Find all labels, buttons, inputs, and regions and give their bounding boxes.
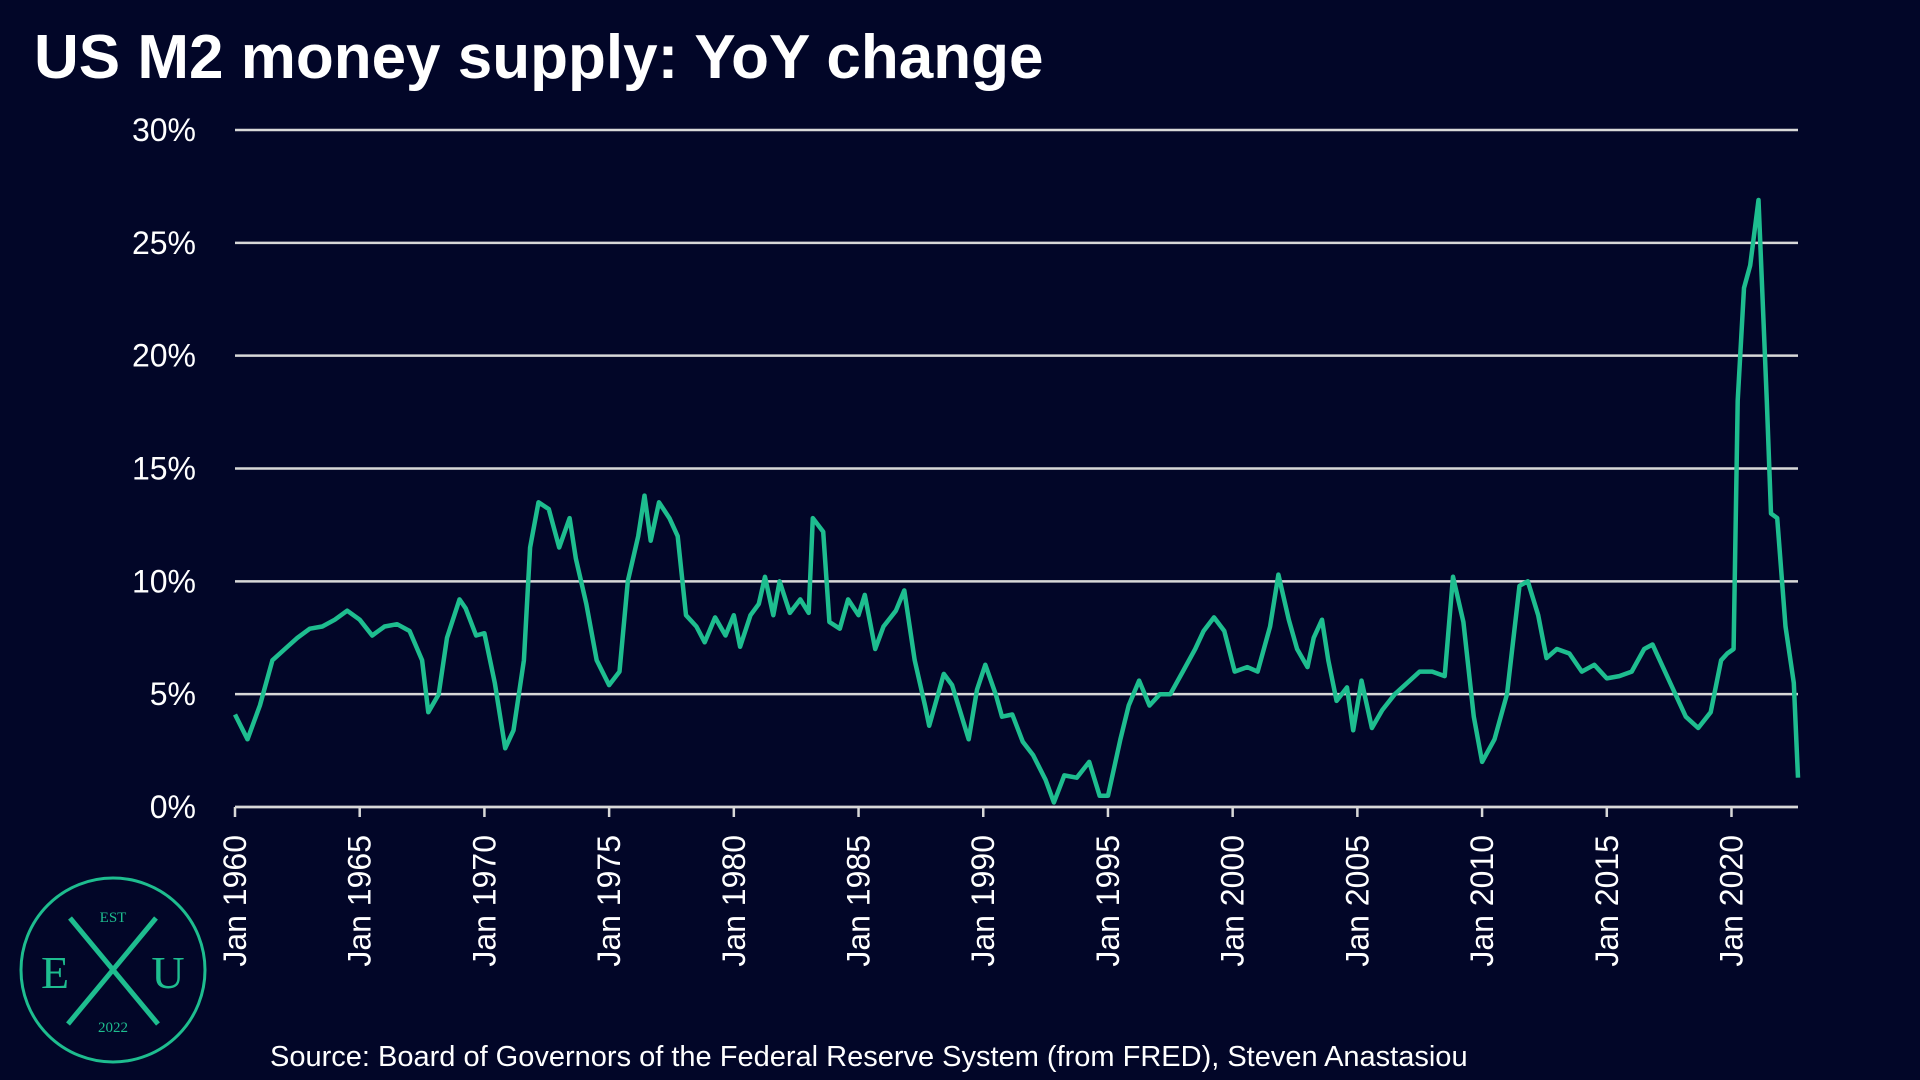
x-tick-label: Jan 2015 [1589,835,1625,967]
logo-text: E [41,947,69,998]
chart-title: US M2 money supply: YoY change [34,23,1043,92]
x-tick-label: Jan 1980 [716,835,752,967]
x-tick-label: Jan 2005 [1339,835,1375,967]
x-tick-label: Jan 1990 [965,835,1001,967]
y-tick-label: 30% [132,112,196,148]
y-tick-label: 0% [150,789,196,825]
y-tick-label: 10% [132,563,196,599]
x-tick-label: Jan 1995 [1090,835,1126,967]
logo-text: U [151,947,184,998]
x-tick-label: Jan 2010 [1464,835,1500,967]
x-tick-label: Jan 1985 [841,835,877,967]
logo: EST E U 2022 [19,876,207,1064]
x-tick-label: Jan 1960 [217,835,253,967]
y-tick-label: 5% [150,676,196,712]
y-tick-label: 25% [132,225,196,261]
x-tick-label: Jan 1970 [466,835,502,967]
data-line [232,197,1801,805]
y-tick-label: 20% [132,338,196,374]
logo-text: EST [100,910,127,926]
x-tick-label: Jan 2020 [1713,835,1749,967]
logo-ring [19,876,207,1064]
source-note: Source: Board of Governors of the Federa… [270,1041,1468,1073]
x-tick-label: Jan 1975 [591,835,627,967]
logo-text: 2022 [98,1020,128,1036]
x-tick-label: Jan 2000 [1215,835,1251,967]
logo-sword [66,916,158,1026]
x-tick-label: Jan 1965 [342,835,378,967]
y-tick-label: 15% [132,451,196,487]
